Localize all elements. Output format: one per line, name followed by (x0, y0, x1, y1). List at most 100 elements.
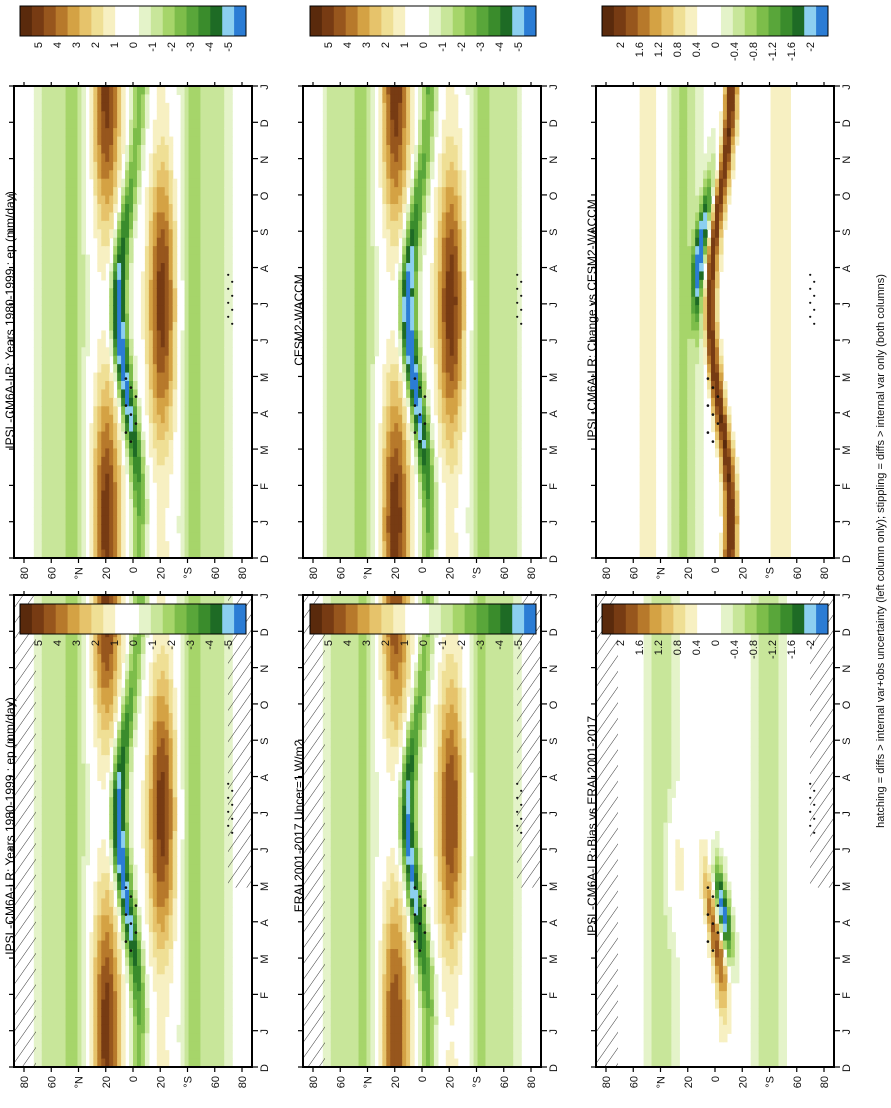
heat-cell (70, 103, 75, 112)
heat-cell (62, 541, 67, 550)
heat-cell (54, 364, 59, 373)
heat-cell (185, 705, 190, 714)
heat-cell (212, 356, 217, 365)
heat-cell (74, 271, 79, 280)
heat-cell (149, 780, 154, 789)
heat-cell (66, 448, 71, 457)
heat-cell (137, 705, 142, 714)
heat-cell (220, 271, 225, 280)
heat-cell (66, 111, 71, 120)
heat-cell (196, 882, 201, 891)
heat-cell (193, 595, 198, 604)
heat-cell (212, 339, 217, 348)
heat-cell (157, 499, 162, 508)
heat-cell (173, 238, 178, 247)
heat-cell (97, 128, 102, 137)
heat-cell (208, 356, 213, 365)
heat-cell (228, 255, 233, 264)
heat-cell (81, 806, 86, 815)
heat-cell (145, 322, 150, 331)
heat-cell (105, 1016, 110, 1025)
heat-cell (208, 839, 213, 848)
heat-cell (66, 848, 71, 857)
heat-cell (109, 974, 114, 983)
heat-cell (125, 772, 130, 781)
heat-cell (46, 482, 51, 491)
heat-cell (66, 738, 71, 747)
heat-cell (161, 507, 166, 516)
heat-cell (58, 255, 63, 264)
heat-cell (121, 839, 126, 848)
heat-cell (74, 263, 79, 272)
heat-cell (161, 448, 166, 457)
heat-cell (216, 924, 221, 933)
heat-cell (58, 890, 63, 899)
heat-cell (121, 1042, 126, 1051)
heat-cell (200, 170, 205, 179)
heat-cell (113, 1033, 118, 1042)
heat-cell (149, 789, 154, 798)
heat-cell (216, 839, 221, 848)
heat-cell (224, 187, 229, 196)
heat-cell (193, 662, 198, 671)
heat-cell (58, 238, 63, 247)
heat-cell (109, 915, 114, 924)
heat-cell (196, 991, 201, 1000)
heat-cell (185, 297, 190, 306)
heat-cell (216, 595, 221, 604)
heat-cell (38, 907, 43, 916)
heat-cell (81, 204, 86, 213)
heat-cell (113, 1025, 118, 1034)
heat-cell (85, 322, 90, 331)
heat-cell (93, 957, 98, 966)
heat-cell (165, 238, 170, 247)
heat-cell (81, 1016, 86, 1025)
heat-cell (200, 389, 205, 398)
heat-cell (46, 229, 51, 238)
heat-cell (129, 932, 134, 941)
heat-cell (38, 865, 43, 874)
heat-cell (62, 941, 67, 950)
heat-cell (228, 415, 233, 424)
heat-cell (141, 839, 146, 848)
heat-cell (196, 915, 201, 924)
heat-cell (109, 86, 114, 95)
heat-cell (117, 288, 122, 297)
heat-cell (50, 839, 55, 848)
heat-cell (220, 662, 225, 671)
heat-cell (165, 297, 170, 306)
heat-cell (54, 1016, 59, 1025)
heat-cell (189, 1000, 194, 1009)
heat-cell (137, 137, 142, 146)
heat-cell (208, 966, 213, 975)
heat-cell (70, 764, 75, 773)
heat-cell (101, 221, 106, 230)
heat-cell (38, 128, 43, 137)
heat-cell (81, 474, 86, 483)
heat-cell (173, 738, 178, 747)
heat-cell (153, 789, 158, 798)
heat-cell (220, 153, 225, 162)
heat-cell (81, 654, 86, 663)
heat-cell (74, 314, 79, 323)
heat-cell (196, 1042, 201, 1051)
heat-cell (81, 162, 86, 171)
heat-cell (145, 356, 150, 365)
heat-cell (70, 187, 75, 196)
heat-cell (173, 280, 178, 289)
heat-cell (42, 721, 47, 730)
heat-cell (193, 238, 198, 247)
heat-cell (113, 1008, 118, 1017)
heat-cell (46, 103, 51, 112)
heat-cell (157, 524, 162, 533)
heat-cell (193, 373, 198, 382)
heat-cell (50, 662, 55, 671)
heat-cell (145, 204, 150, 213)
heat-cell (133, 915, 138, 924)
heat-cell (193, 1008, 198, 1017)
heat-cell (212, 772, 217, 781)
heat-cell (193, 949, 198, 958)
heat-cell (133, 162, 138, 171)
heat-cell (161, 974, 166, 983)
heat-cell (208, 848, 213, 857)
